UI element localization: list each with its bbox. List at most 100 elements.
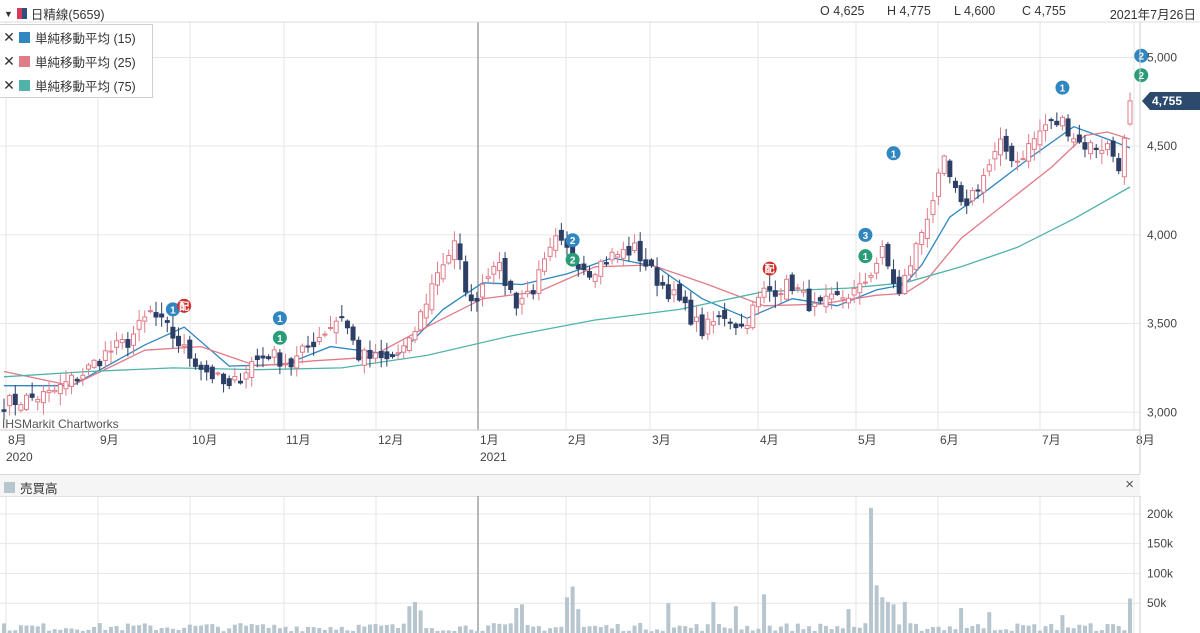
volume-bar	[92, 626, 97, 633]
candle-body	[423, 303, 429, 319]
chart-header: ▼ 日精線(5659) O 4,625 H 4,775 L 4,600 C 4,…	[0, 0, 1200, 22]
candle-body	[739, 323, 745, 327]
volume-bar	[852, 626, 857, 633]
volume-bar	[536, 626, 541, 633]
event-marker-label: 2	[570, 256, 576, 267]
candle-body	[429, 283, 435, 311]
event-marker	[272, 330, 287, 345]
candle-body	[1009, 145, 1015, 162]
volume-bar	[452, 630, 457, 633]
candle-body	[1076, 134, 1082, 143]
volume-bar	[835, 626, 840, 633]
volume-bar	[992, 630, 997, 633]
candle-body	[29, 393, 35, 398]
candle-body	[902, 274, 908, 295]
candle-body	[474, 298, 480, 302]
volume-bar	[339, 626, 344, 633]
candle-body	[46, 389, 52, 394]
candle-body	[339, 316, 345, 319]
chart-type-icon	[16, 8, 27, 19]
volume-bar	[435, 630, 440, 633]
volume-bar	[807, 626, 812, 633]
volume-bar	[801, 629, 806, 633]
candle-body	[1048, 119, 1054, 122]
volume-bar	[469, 629, 474, 633]
candle-body	[187, 339, 193, 359]
volume-bar	[322, 629, 327, 633]
candle-body	[367, 349, 373, 359]
volume-bar	[621, 631, 626, 633]
candle-body	[192, 358, 198, 367]
candle-body	[609, 251, 615, 261]
candle-body	[209, 366, 215, 380]
volume-bar	[722, 627, 727, 633]
legend-item-sma15[interactable]: ✕ 単純移動平均 (15)	[0, 25, 152, 49]
symbol-selector[interactable]: ▼ 日精線(5659)	[4, 4, 105, 23]
volume-bar	[418, 610, 423, 633]
symbol-label: 日精線(5659)	[30, 8, 105, 22]
candle-body	[322, 333, 328, 336]
candle-body	[637, 240, 643, 262]
volume-bar	[80, 630, 85, 633]
volume-bar	[565, 597, 569, 633]
x-tick-label: 12月	[378, 433, 403, 447]
candle-body	[677, 283, 683, 301]
candle-body	[446, 255, 452, 264]
volume-bar	[277, 628, 282, 633]
candle-body	[395, 352, 401, 355]
volume-bar	[272, 624, 277, 633]
volume-bar	[283, 626, 288, 633]
candle-body	[829, 293, 835, 300]
candle-body	[114, 340, 120, 348]
caret-down-icon[interactable]: ▼	[4, 8, 13, 19]
remove-icon[interactable]: ✕	[3, 76, 15, 93]
candle-body	[1026, 143, 1032, 162]
volume-bar	[317, 627, 322, 633]
volume-bar	[857, 627, 862, 633]
volume-bar	[255, 625, 260, 633]
volume-bar	[52, 629, 57, 633]
volume-bar	[508, 623, 513, 633]
remove-icon[interactable]: ✕	[3, 52, 15, 69]
event-marker-label: 1	[277, 334, 283, 345]
volume-bar	[553, 627, 558, 633]
legend-item-sma75[interactable]: ✕ 単純移動平均 (75)	[0, 73, 152, 97]
volume-bar	[1026, 625, 1031, 633]
event-marker-label: 配	[765, 264, 775, 276]
volume-bar	[30, 625, 35, 633]
volume-bar	[306, 626, 311, 633]
volume-bar	[18, 625, 23, 633]
legend-item-sma25[interactable]: ✕ 単純移動平均 (25)	[0, 49, 152, 73]
volume-bar	[694, 624, 699, 633]
volume-bar	[407, 606, 412, 633]
candle-body	[952, 180, 958, 189]
volume-bar	[688, 627, 693, 633]
last-price-tag	[1142, 91, 1200, 110]
candle-body	[254, 355, 260, 360]
volume-bar	[581, 626, 586, 633]
candle-body	[879, 245, 885, 258]
volume-bar	[182, 627, 187, 633]
candle-body	[451, 240, 457, 261]
candle-body	[418, 311, 424, 331]
volume-bar	[919, 630, 924, 633]
volume-bar	[897, 624, 902, 633]
volume-bar	[1037, 630, 1042, 633]
remove-icon[interactable]: ✕	[3, 28, 15, 45]
candle-body	[1071, 138, 1077, 143]
volume-bar	[1032, 624, 1037, 633]
volume-chart[interactable]: 200k 150k 100k 50k	[0, 496, 1200, 633]
event-marker	[858, 249, 873, 264]
candle-body	[1088, 142, 1094, 155]
volume-bar	[593, 625, 598, 633]
volume-bar	[1071, 628, 1076, 633]
candle-body	[159, 313, 165, 318]
candle-body	[40, 391, 46, 404]
close-icon[interactable]: ×	[1125, 476, 1134, 493]
candle-body	[1031, 138, 1037, 150]
event-marker	[1134, 68, 1149, 83]
candle-body	[108, 350, 114, 353]
event-marker	[272, 311, 287, 326]
